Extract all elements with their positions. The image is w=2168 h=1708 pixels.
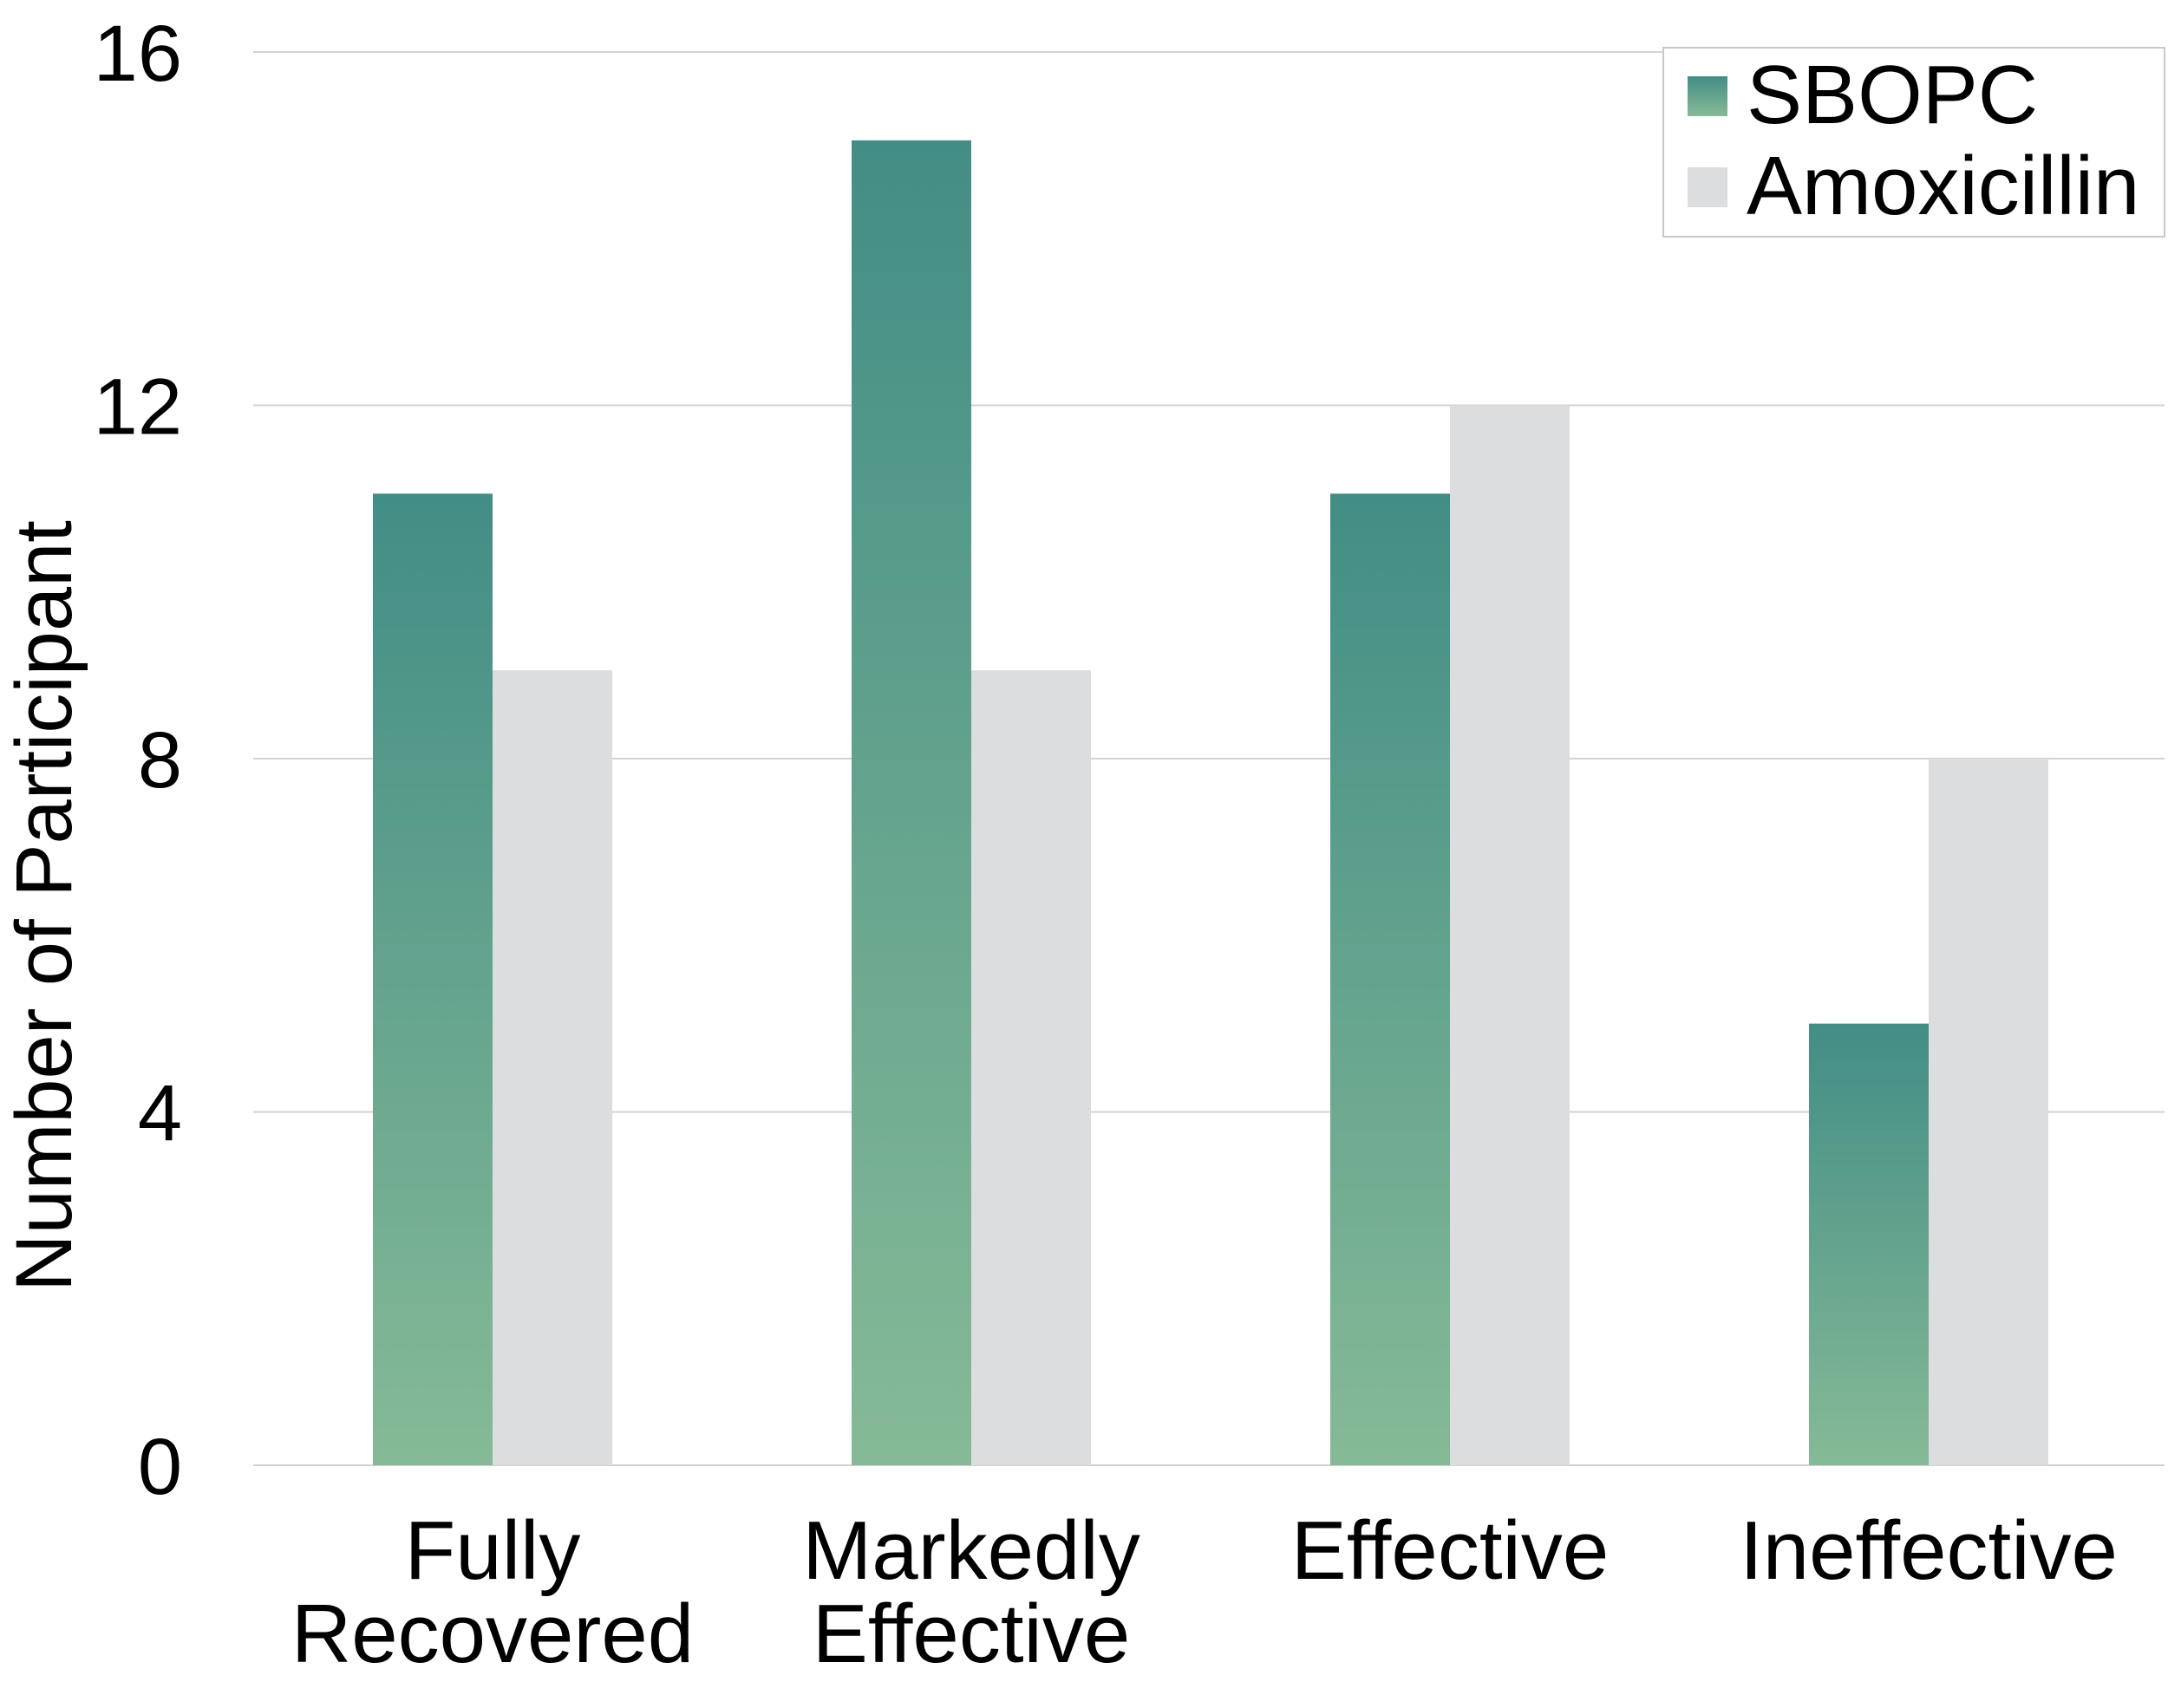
x-category-label-0-1: Recovered <box>291 1587 694 1680</box>
legend-label-amoxicillin: Amoxicillin <box>1747 140 2139 232</box>
y-tick-label-4: 4 <box>138 1070 182 1158</box>
x-category-label-1-1: Effective <box>813 1587 1130 1680</box>
y-axis-title: Number of Participant <box>0 520 88 1292</box>
legend-label-sbopc: SBOPC <box>1747 49 2038 141</box>
x-category-label-3-0: Ineffective <box>1740 1504 2118 1597</box>
legend-swatch-amoxicillin <box>1688 167 1727 207</box>
x-category-label-0-0: Fully <box>405 1504 581 1597</box>
y-tick-label-0: 0 <box>138 1423 182 1511</box>
x-category-label-2-0: Effective <box>1291 1504 1609 1597</box>
legend-swatch-sbopc <box>1688 76 1727 116</box>
bar-sbopc-0 <box>373 493 493 1465</box>
bar-sbopc-3 <box>1809 1023 1929 1465</box>
legend: SBOPC Amoxicillin <box>1662 47 2165 238</box>
x-category-label-1-0: Markedly <box>802 1504 1140 1597</box>
y-tick-labels: 0 4 8 12 16 <box>94 10 182 1511</box>
bar-sbopc-2 <box>1330 493 1450 1465</box>
y-tick-label-8: 8 <box>138 716 182 805</box>
bar-amoxicillin-1 <box>971 670 1091 1465</box>
y-tick-label-16: 16 <box>94 10 182 98</box>
bar-sbopc-1 <box>852 140 971 1465</box>
bars <box>373 140 2048 1465</box>
legend-box <box>1662 47 2165 238</box>
bar-amoxicillin-3 <box>1929 759 2048 1465</box>
x-category-labels: FullyRecoveredMarkedlyEffectiveEffective… <box>291 1504 2118 1680</box>
y-tick-label-12: 12 <box>94 363 182 452</box>
bar-amoxicillin-0 <box>493 670 612 1465</box>
bar-amoxicillin-2 <box>1450 405 1570 1465</box>
